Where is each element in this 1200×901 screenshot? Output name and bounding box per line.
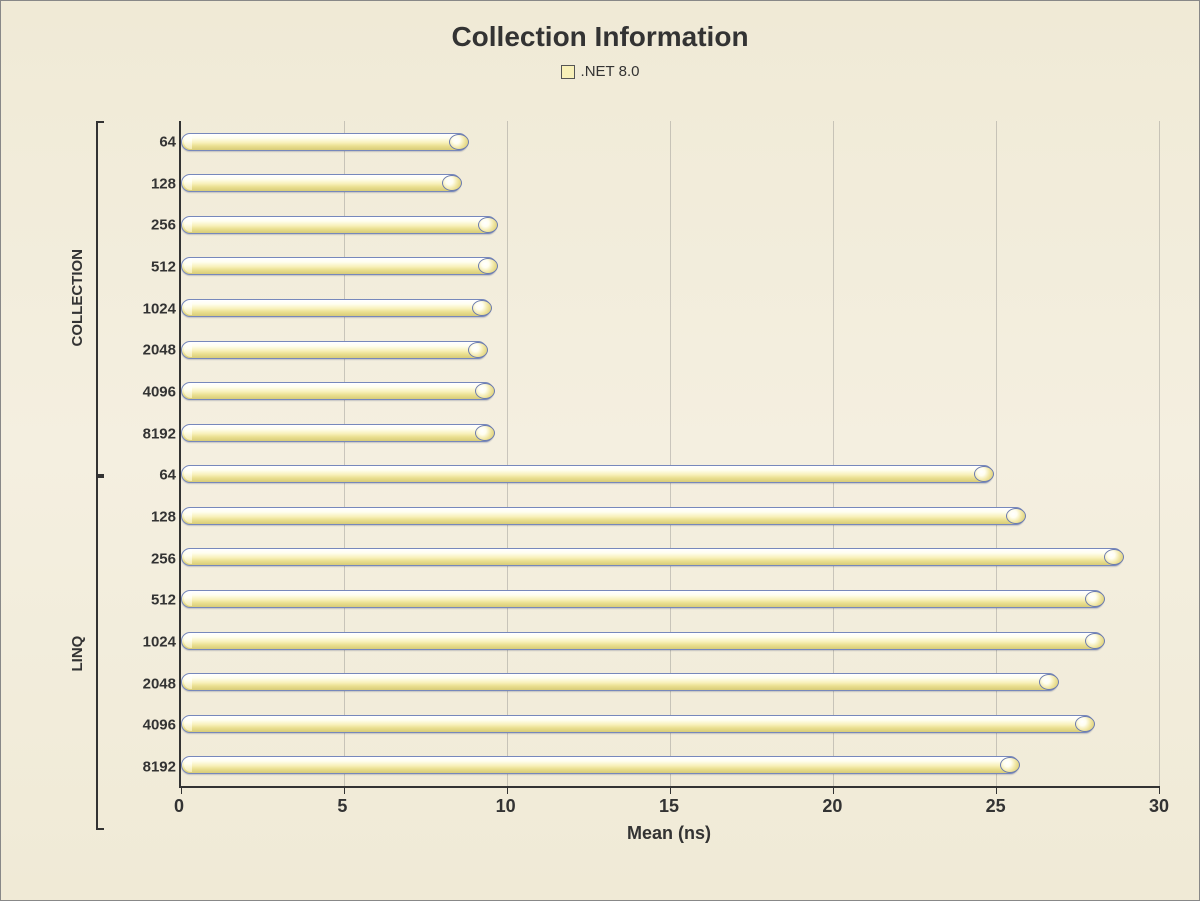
y-category-label: 1024 xyxy=(116,634,176,651)
y-category-label: 8192 xyxy=(116,759,176,776)
bar xyxy=(181,507,1025,525)
plot-wrapper: 64 128 256 512 1024 2048 4096 8192 64 128 256 512 10… xyxy=(61,121,1159,830)
legend-label: .NET 8.0 xyxy=(581,63,640,80)
x-tick-label: 10 xyxy=(496,796,516,817)
x-tick xyxy=(507,786,508,794)
y-category-label: 256 xyxy=(116,550,176,567)
x-tick-label: 25 xyxy=(986,796,1006,817)
bar xyxy=(181,548,1123,566)
y-category-label: 512 xyxy=(116,592,176,609)
chart-legend: .NET 8.0 xyxy=(1,63,1199,80)
bar xyxy=(181,341,487,359)
y-category-label: 1024 xyxy=(116,300,176,317)
x-tick xyxy=(670,786,671,794)
chart-title: Collection Information xyxy=(1,1,1199,53)
y-category-labels: 64 128 256 512 1024 2048 4096 8192 64 128 256 512 10… xyxy=(106,121,176,788)
x-tick-label: 0 xyxy=(174,796,184,817)
bar xyxy=(181,465,993,483)
bar xyxy=(181,257,497,275)
bar xyxy=(181,590,1104,608)
x-tick-label: 5 xyxy=(337,796,347,817)
bar xyxy=(181,756,1019,774)
y-category-label: 256 xyxy=(116,217,176,234)
bar xyxy=(181,299,491,317)
y-category-label: 2048 xyxy=(116,675,176,692)
y-group-bracket xyxy=(96,476,104,831)
y-category-label: 2048 xyxy=(116,342,176,359)
y-category-label: 64 xyxy=(116,133,176,150)
y-category-label: 128 xyxy=(116,175,176,192)
bar xyxy=(181,133,468,151)
x-axis-label: Mean (ns) xyxy=(179,823,1159,844)
y-group-label: COLLECTION xyxy=(69,121,86,476)
x-tick-label: 30 xyxy=(1149,796,1169,817)
y-category-label: 8192 xyxy=(116,425,176,442)
bar xyxy=(181,174,461,192)
x-tick xyxy=(181,786,182,794)
x-tick-label: 20 xyxy=(822,796,842,817)
bar xyxy=(181,382,494,400)
bar xyxy=(181,632,1104,650)
bar xyxy=(181,673,1058,691)
x-tick xyxy=(996,786,997,794)
y-category-label: 512 xyxy=(116,258,176,275)
x-tick xyxy=(833,786,834,794)
x-tick xyxy=(1159,786,1160,794)
chart-container: Collection Information .NET 8.0 64128256… xyxy=(0,0,1200,901)
y-group-bracket xyxy=(96,121,104,476)
y-category-label: 4096 xyxy=(116,717,176,734)
y-category-label: 64 xyxy=(116,467,176,484)
plot-area xyxy=(179,121,1159,788)
bar xyxy=(181,216,497,234)
x-tick xyxy=(344,786,345,794)
y-category-label: 4096 xyxy=(116,383,176,400)
x-tick-labels: 051015202530 xyxy=(179,796,1159,816)
y-group-label: LINQ xyxy=(69,476,86,831)
legend-swatch xyxy=(561,65,575,79)
bar xyxy=(181,424,494,442)
bar xyxy=(181,715,1094,733)
y-category-label: 128 xyxy=(116,509,176,526)
gridline xyxy=(1159,121,1160,786)
x-tick-label: 15 xyxy=(659,796,679,817)
